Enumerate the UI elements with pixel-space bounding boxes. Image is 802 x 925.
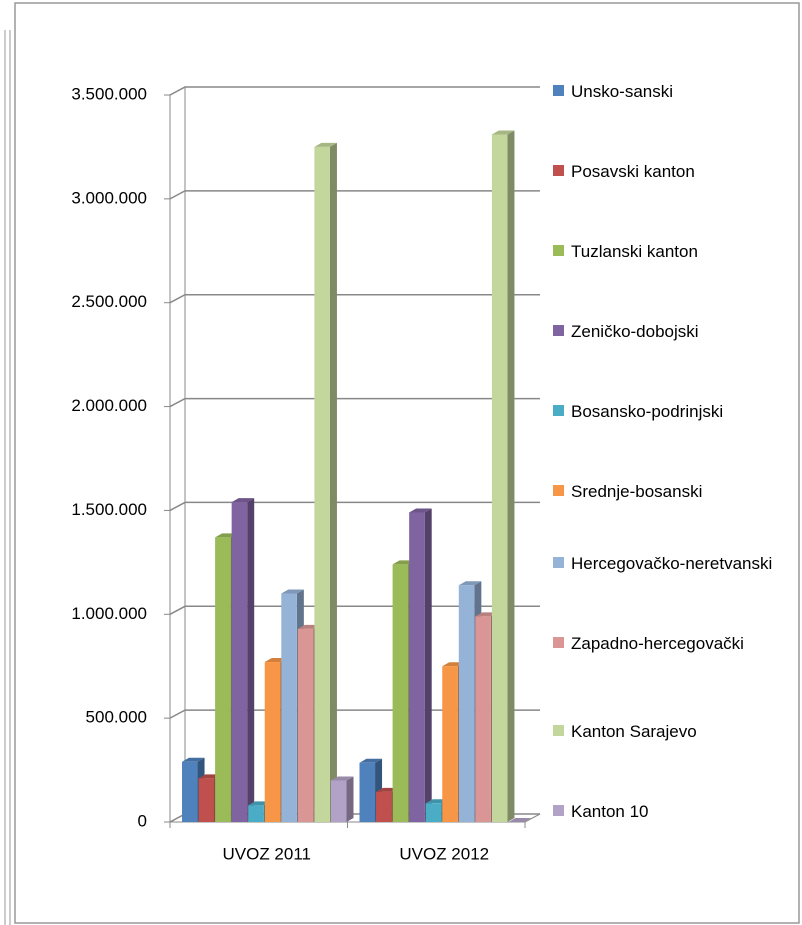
bar	[182, 761, 198, 822]
legend-swatch	[553, 805, 564, 816]
bar-side	[424, 508, 432, 822]
legend-label: Srednje-bosanski	[571, 482, 703, 501]
legend-item: Tuzlanski kanton	[553, 240, 776, 264]
grid-line	[169, 293, 540, 304]
bar	[376, 791, 392, 822]
legend-swatch	[553, 485, 564, 496]
bar	[425, 803, 442, 822]
bar-side	[329, 142, 337, 822]
bar	[314, 146, 330, 822]
grid-line	[169, 190, 540, 200]
bar-side	[507, 130, 515, 823]
bar	[442, 666, 458, 822]
bar	[231, 502, 248, 822]
bar	[264, 662, 281, 822]
bar-side	[346, 776, 354, 822]
x-tick-label: UVOZ 2012	[399, 844, 489, 863]
bar	[297, 628, 314, 822]
legend-swatch	[553, 557, 564, 568]
legend-item: Kanton Sarajevo	[553, 720, 776, 744]
y-tick-label: 500.000	[86, 708, 147, 727]
bar-top	[508, 818, 531, 822]
legend-label: Zapadno-hercegovački	[571, 634, 744, 653]
bar-top	[409, 508, 432, 513]
bar-top	[182, 757, 205, 762]
x-tick-label: UVOZ 2011	[222, 844, 311, 863]
bar-side	[247, 498, 255, 822]
y-tick-label: 2.000.000	[71, 396, 147, 415]
legend-label: Zeničko-dobojski	[571, 322, 699, 341]
bar	[248, 805, 264, 822]
bar-top	[491, 130, 515, 135]
y-tick-label: 2.500.000	[71, 292, 147, 311]
bar	[392, 564, 409, 822]
legend-item: Posavski kanton	[553, 160, 776, 184]
y-tick-label: 3.000.000	[71, 188, 147, 207]
bar-top	[330, 776, 354, 781]
legend-swatch	[553, 165, 564, 176]
grid-line	[169, 86, 540, 96]
legend-swatch	[553, 85, 564, 96]
legend-label: Kanton 10	[571, 802, 649, 821]
legend-swatch	[553, 325, 564, 336]
legend-item: Srednje-bosanski	[553, 480, 776, 504]
legend-label: Tuzlanski kanton	[571, 242, 698, 261]
legend-label: Kanton Sarajevo	[571, 722, 697, 741]
bar-top	[231, 498, 255, 503]
y-tick-label: 0	[138, 811, 147, 830]
bar-top	[314, 142, 337, 147]
legend-label: Hercegovačko-neretvanski	[571, 554, 773, 573]
legend-item: Kanton 10	[553, 800, 776, 824]
legend-swatch	[553, 637, 564, 648]
bar	[475, 616, 491, 822]
grid-line	[169, 397, 540, 408]
legend-swatch	[553, 725, 564, 736]
bar	[409, 512, 425, 822]
legend-swatch	[553, 245, 564, 256]
bar	[491, 134, 508, 823]
bar-top	[281, 589, 304, 594]
grid-line	[169, 501, 540, 512]
bar	[359, 762, 376, 822]
legend-item: Zapadno-hercegovački	[553, 632, 776, 656]
legend-label: Unsko-sanski	[571, 82, 674, 101]
legend-swatch	[553, 405, 564, 416]
bar	[215, 537, 231, 822]
legend-label: Posavski kanton	[571, 162, 695, 181]
legend-item: Unsko-sanski	[553, 80, 776, 104]
legend-item: Zeničko-dobojski	[553, 320, 776, 344]
y-tick-label: 1.000.000	[71, 604, 147, 623]
bar-top	[359, 758, 383, 763]
bar	[281, 593, 297, 822]
y-tick-label: 3.500.000	[71, 84, 147, 103]
bar-top	[458, 581, 482, 586]
legend-item: Bosansko-podrinjski	[553, 400, 776, 424]
bar	[330, 780, 347, 822]
y-tick-label: 1.500.000	[71, 500, 147, 519]
legend-label: Bosansko-podrinjski	[571, 402, 724, 421]
bar	[458, 585, 475, 822]
legend-item: Hercegovačko-neretvanski	[553, 552, 776, 576]
chart-frame	[14, 2, 800, 924]
bar	[198, 778, 215, 822]
